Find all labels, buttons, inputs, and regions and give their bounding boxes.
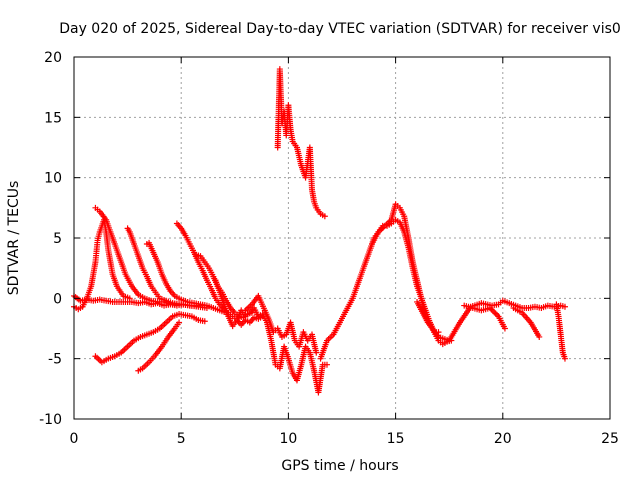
- x-tick-label: 20: [494, 431, 512, 447]
- y-tick-label: -10: [39, 412, 62, 428]
- data-point: [561, 303, 568, 310]
- data-point: [313, 349, 320, 356]
- data-point: [176, 319, 183, 326]
- data-point: [491, 309, 498, 316]
- chart-title: Day 020 of 2025, Sidereal Day-to-day VTE…: [59, 21, 621, 37]
- y-tick-label: 10: [44, 171, 62, 187]
- data-point: [501, 325, 508, 332]
- data-point: [536, 333, 543, 340]
- x-tick-label: 15: [387, 431, 405, 447]
- data-point: [321, 213, 328, 220]
- x-tick-label: 0: [70, 431, 79, 447]
- y-tick-label: 0: [53, 291, 62, 307]
- y-tick-label: 5: [53, 231, 62, 247]
- x-tick-label: 10: [279, 431, 297, 447]
- data-point: [488, 306, 495, 313]
- y-tick-labels: -10 -5 0 5 10 15 20: [39, 50, 62, 428]
- data-point: [126, 295, 133, 302]
- y-tick-label: 15: [44, 110, 62, 126]
- x-tick-label: 5: [177, 431, 186, 447]
- y-tick-label: 20: [44, 50, 62, 66]
- x-axis-label: GPS time / hours: [281, 458, 398, 474]
- data-point: [201, 318, 208, 325]
- data-point: [492, 310, 499, 317]
- data-point: [323, 361, 330, 368]
- y-tick-label: -5: [48, 352, 62, 368]
- x-tick-label: 25: [601, 431, 619, 447]
- axis-ticks: [73, 56, 611, 420]
- x-tick-labels: 0 5 10 15 20 25: [70, 431, 619, 447]
- data-point: [561, 355, 568, 362]
- data-points: [71, 66, 568, 396]
- grid: [74, 57, 610, 419]
- y-axis-label: SDTVAR / TECUs: [6, 181, 22, 296]
